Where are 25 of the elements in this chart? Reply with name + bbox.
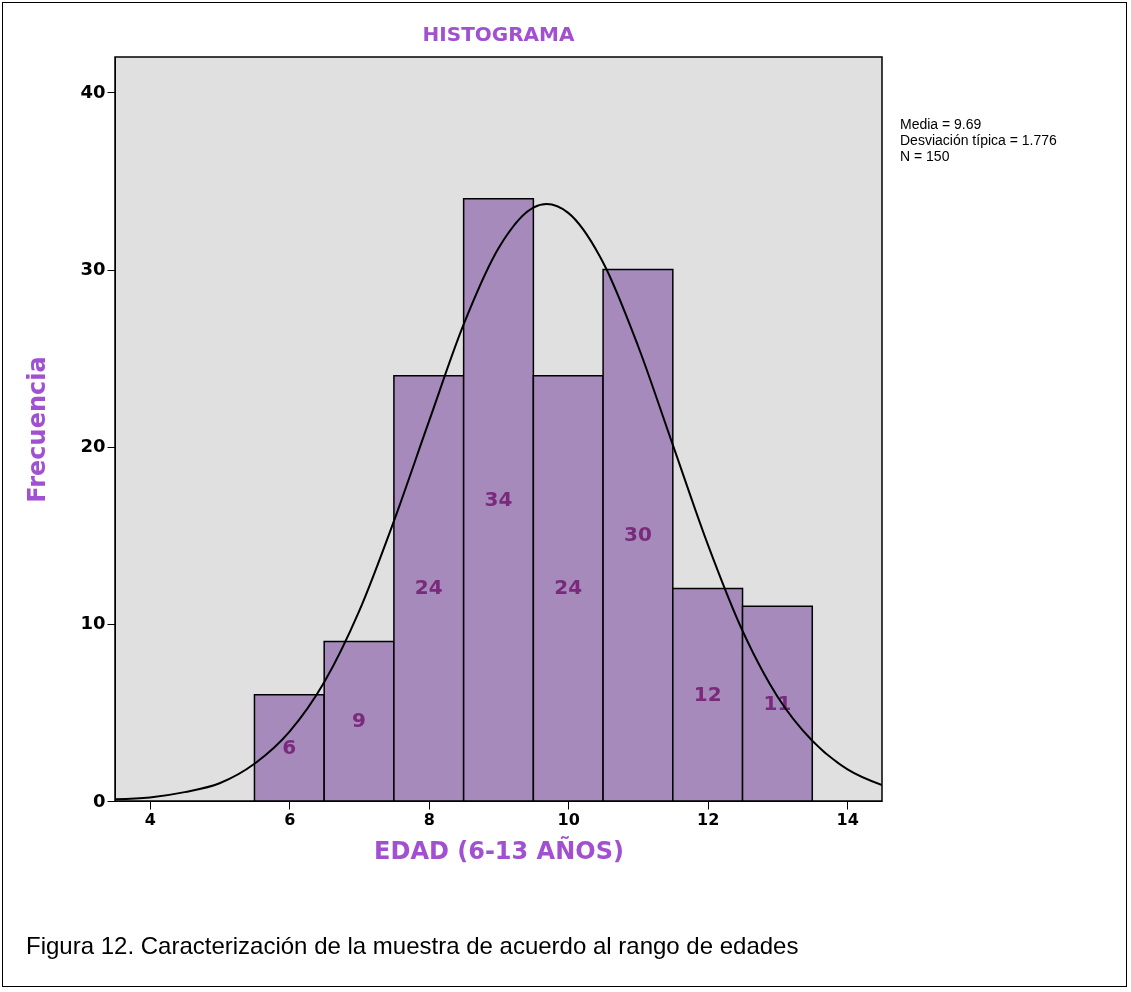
x-axis-title: EDAD (6-13 AÑOS)	[374, 835, 624, 865]
y-tick-label: 30	[80, 258, 106, 280]
data-label: 9	[352, 708, 367, 733]
x-tick-label: 6	[284, 809, 296, 829]
y-tick-label: 20	[80, 435, 106, 457]
text: N = 150	[900, 148, 951, 164]
x-tick-label: 4	[144, 809, 156, 829]
y-tick-label: 0	[92, 789, 106, 811]
data-label: 30	[624, 522, 652, 547]
data-label: 12	[693, 681, 722, 706]
data-label: 34	[484, 486, 513, 511]
x-tick-label: 10	[557, 809, 580, 829]
y-tick-label: 40	[80, 80, 106, 102]
x-tick-label: 8	[423, 809, 435, 829]
x-tick-label: 12	[697, 809, 720, 829]
chart-title: HISTOGRAMA	[422, 22, 575, 46]
text: Figura 12. Caracterización de la muestra de acuerdo al rango de edades	[26, 932, 799, 960]
y-tick-label: 10	[80, 612, 106, 634]
text: Media = 9.69	[900, 116, 983, 132]
data-label: 6	[282, 734, 297, 759]
data-label: 24	[554, 575, 583, 600]
text: Desviación típica = 1.776	[900, 132, 1057, 148]
x-tick-label: 14	[836, 809, 859, 829]
y-axis-title: Frecuencia	[23, 356, 52, 503]
data-label: 24	[414, 575, 443, 600]
